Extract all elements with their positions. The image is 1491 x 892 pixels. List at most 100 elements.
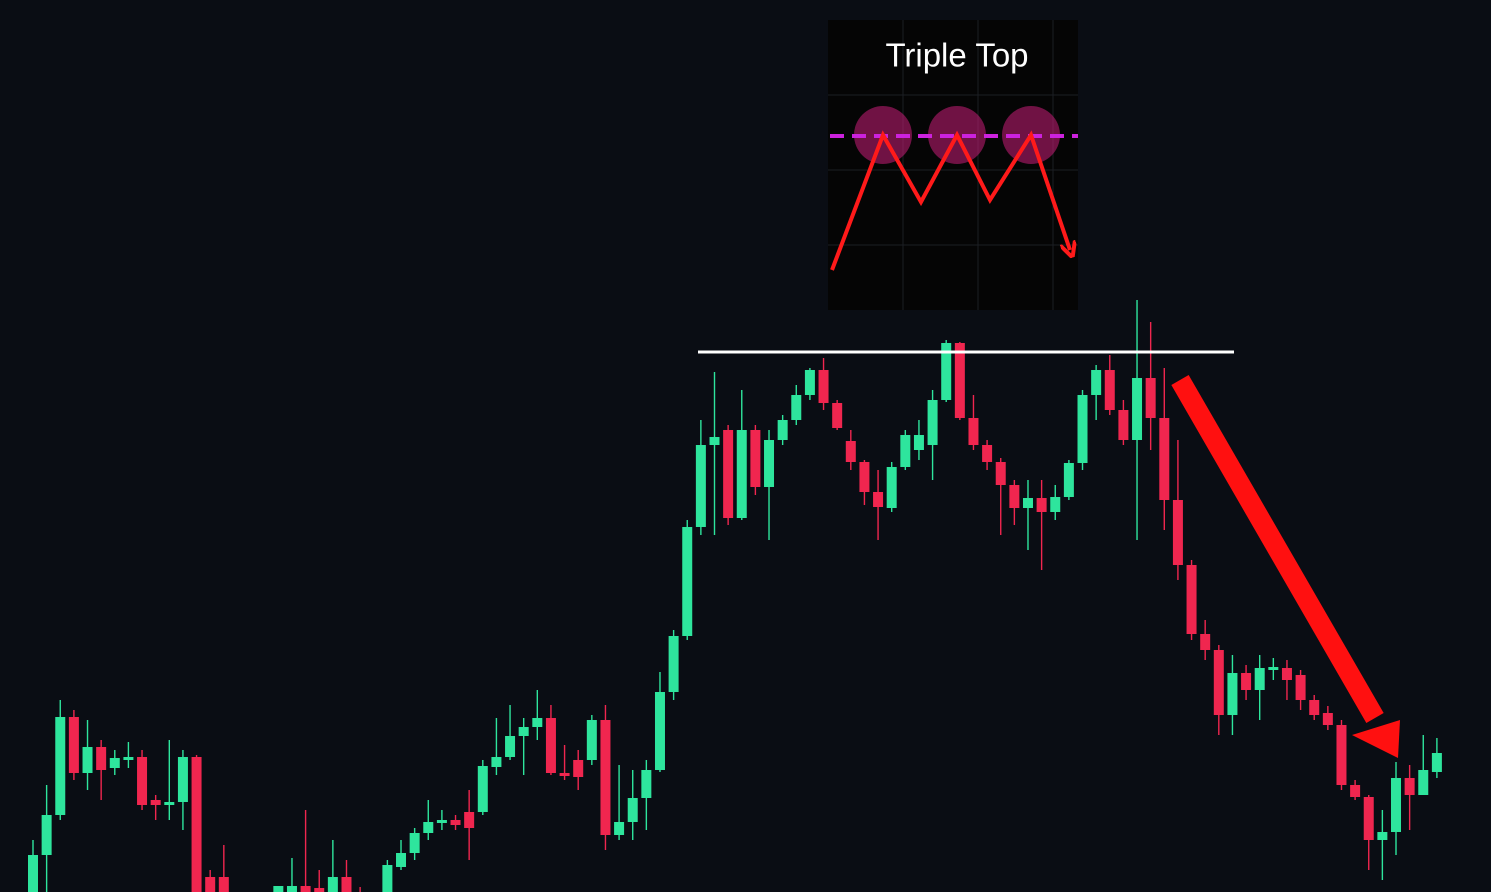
candle-body <box>641 770 652 798</box>
candle-body <box>627 798 638 822</box>
candle-body <box>1063 463 1074 497</box>
candle-body <box>1213 650 1224 715</box>
candle-body <box>845 441 856 462</box>
candle-body <box>559 773 570 776</box>
candle-body <box>286 886 297 892</box>
candle-body <box>423 822 434 833</box>
candle-body <box>396 853 407 867</box>
candle-body <box>818 370 829 403</box>
candle-body <box>995 462 1006 485</box>
candle-body <box>450 820 461 825</box>
candle-body <box>573 760 584 777</box>
candle-body <box>1322 713 1333 725</box>
candle-body <box>1418 770 1429 795</box>
arrow-head <box>1352 720 1400 758</box>
candle-body <box>1159 418 1170 500</box>
candle-body <box>123 757 134 760</box>
candle-body <box>804 370 815 395</box>
candle-body <box>1050 497 1061 512</box>
candle-body <box>1268 667 1279 670</box>
candle-body <box>164 802 175 805</box>
candle-body <box>1200 634 1211 650</box>
candle-body <box>1145 378 1156 418</box>
candle-body <box>532 718 543 727</box>
candle-body <box>1022 498 1033 508</box>
candle-body <box>314 888 325 892</box>
candle-body <box>1281 668 1292 680</box>
candle-body <box>55 717 66 815</box>
candle-body <box>177 757 188 802</box>
candle-body <box>1431 753 1442 772</box>
candle-body <box>41 815 52 855</box>
candle-body <box>859 462 870 492</box>
candle-body <box>886 467 897 508</box>
candle-body <box>464 812 475 828</box>
inset-grid <box>828 20 1078 310</box>
candle-body <box>1241 673 1252 690</box>
candle-body <box>1172 500 1183 565</box>
candle-body <box>96 747 107 770</box>
candle-body <box>600 720 611 835</box>
candle-body <box>682 527 693 636</box>
candle-body <box>1186 565 1197 634</box>
candle-body <box>1132 378 1143 440</box>
candle-body <box>137 757 148 805</box>
candle-body <box>341 877 352 892</box>
inset-title: Triple Top <box>885 37 1028 74</box>
candle-body <box>900 435 911 467</box>
candle-body <box>1118 410 1129 440</box>
candle-body <box>1309 700 1320 715</box>
candle-body <box>205 877 216 892</box>
candle-body <box>709 437 720 445</box>
trend-arrow <box>1171 375 1400 758</box>
candles <box>28 300 1442 892</box>
candle-body <box>723 430 734 518</box>
candle-body <box>654 692 665 770</box>
candle-body <box>614 822 625 835</box>
candle-body <box>518 727 529 736</box>
candle-body <box>982 445 993 462</box>
candle-body <box>586 720 597 760</box>
candle-body <box>1036 498 1047 512</box>
candle-body <box>1077 395 1088 463</box>
candle-body <box>1009 485 1020 508</box>
candle-body <box>68 717 79 773</box>
candle-body <box>777 420 788 440</box>
candle-body <box>436 820 447 823</box>
candle-body <box>750 430 761 487</box>
candle-body <box>505 736 516 757</box>
candle-body <box>109 758 120 768</box>
candle-body <box>1336 725 1347 785</box>
candle-body <box>1295 675 1306 700</box>
candle-body <box>791 395 802 420</box>
candle-body <box>954 343 965 418</box>
candle-body <box>913 435 924 450</box>
candle-body <box>491 757 502 767</box>
arrow-shaft <box>1171 375 1384 723</box>
candle-body <box>1404 778 1415 795</box>
candle-body <box>28 855 38 892</box>
candle-body <box>832 403 843 428</box>
candle-body <box>1091 370 1102 395</box>
candle-body <box>409 833 420 853</box>
candle-body <box>300 886 311 892</box>
candle-body <box>736 430 747 518</box>
candle-body <box>873 492 884 507</box>
candle-body <box>1104 370 1115 410</box>
candle-body <box>150 800 161 805</box>
inset: Triple Top <box>828 20 1078 310</box>
candle-body <box>477 766 488 812</box>
candle-body <box>545 718 556 773</box>
candle-body <box>1391 778 1401 832</box>
candle-body <box>1363 797 1374 840</box>
candle-body <box>82 747 93 773</box>
candle-body <box>764 440 775 487</box>
candle-body <box>968 418 979 445</box>
candle-body <box>695 445 706 527</box>
candle-body <box>327 877 338 892</box>
candle-body <box>1254 668 1265 690</box>
candle-body <box>1350 785 1361 797</box>
candle-body <box>668 636 679 692</box>
candle-body <box>927 400 938 445</box>
